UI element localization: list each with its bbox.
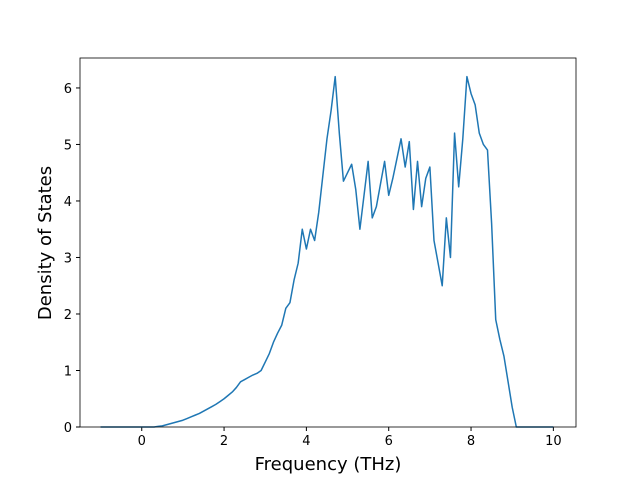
x-tick-label: 6 [385,434,393,449]
x-tick-label: 10 [545,434,562,449]
x-tick-label: 8 [467,434,475,449]
x-tick-label: 2 [220,434,228,449]
plot-frame [79,57,577,428]
y-tick-label: 6 [64,82,72,97]
x-tick-label: 0 [138,434,146,449]
x-tick-label: 4 [302,434,310,449]
x-axis-label: Frequency (THz) [255,454,402,475]
y-tick-label: 4 [64,195,72,210]
y-tick-label: 2 [64,308,72,323]
y-tick-label: 3 [64,251,72,266]
y-tick-label: 5 [64,138,72,153]
y-tick-label: 0 [64,421,72,436]
y-tick-label: 1 [64,364,72,379]
data-line [100,75,554,428]
y-axis-label: Density of States [35,166,56,320]
